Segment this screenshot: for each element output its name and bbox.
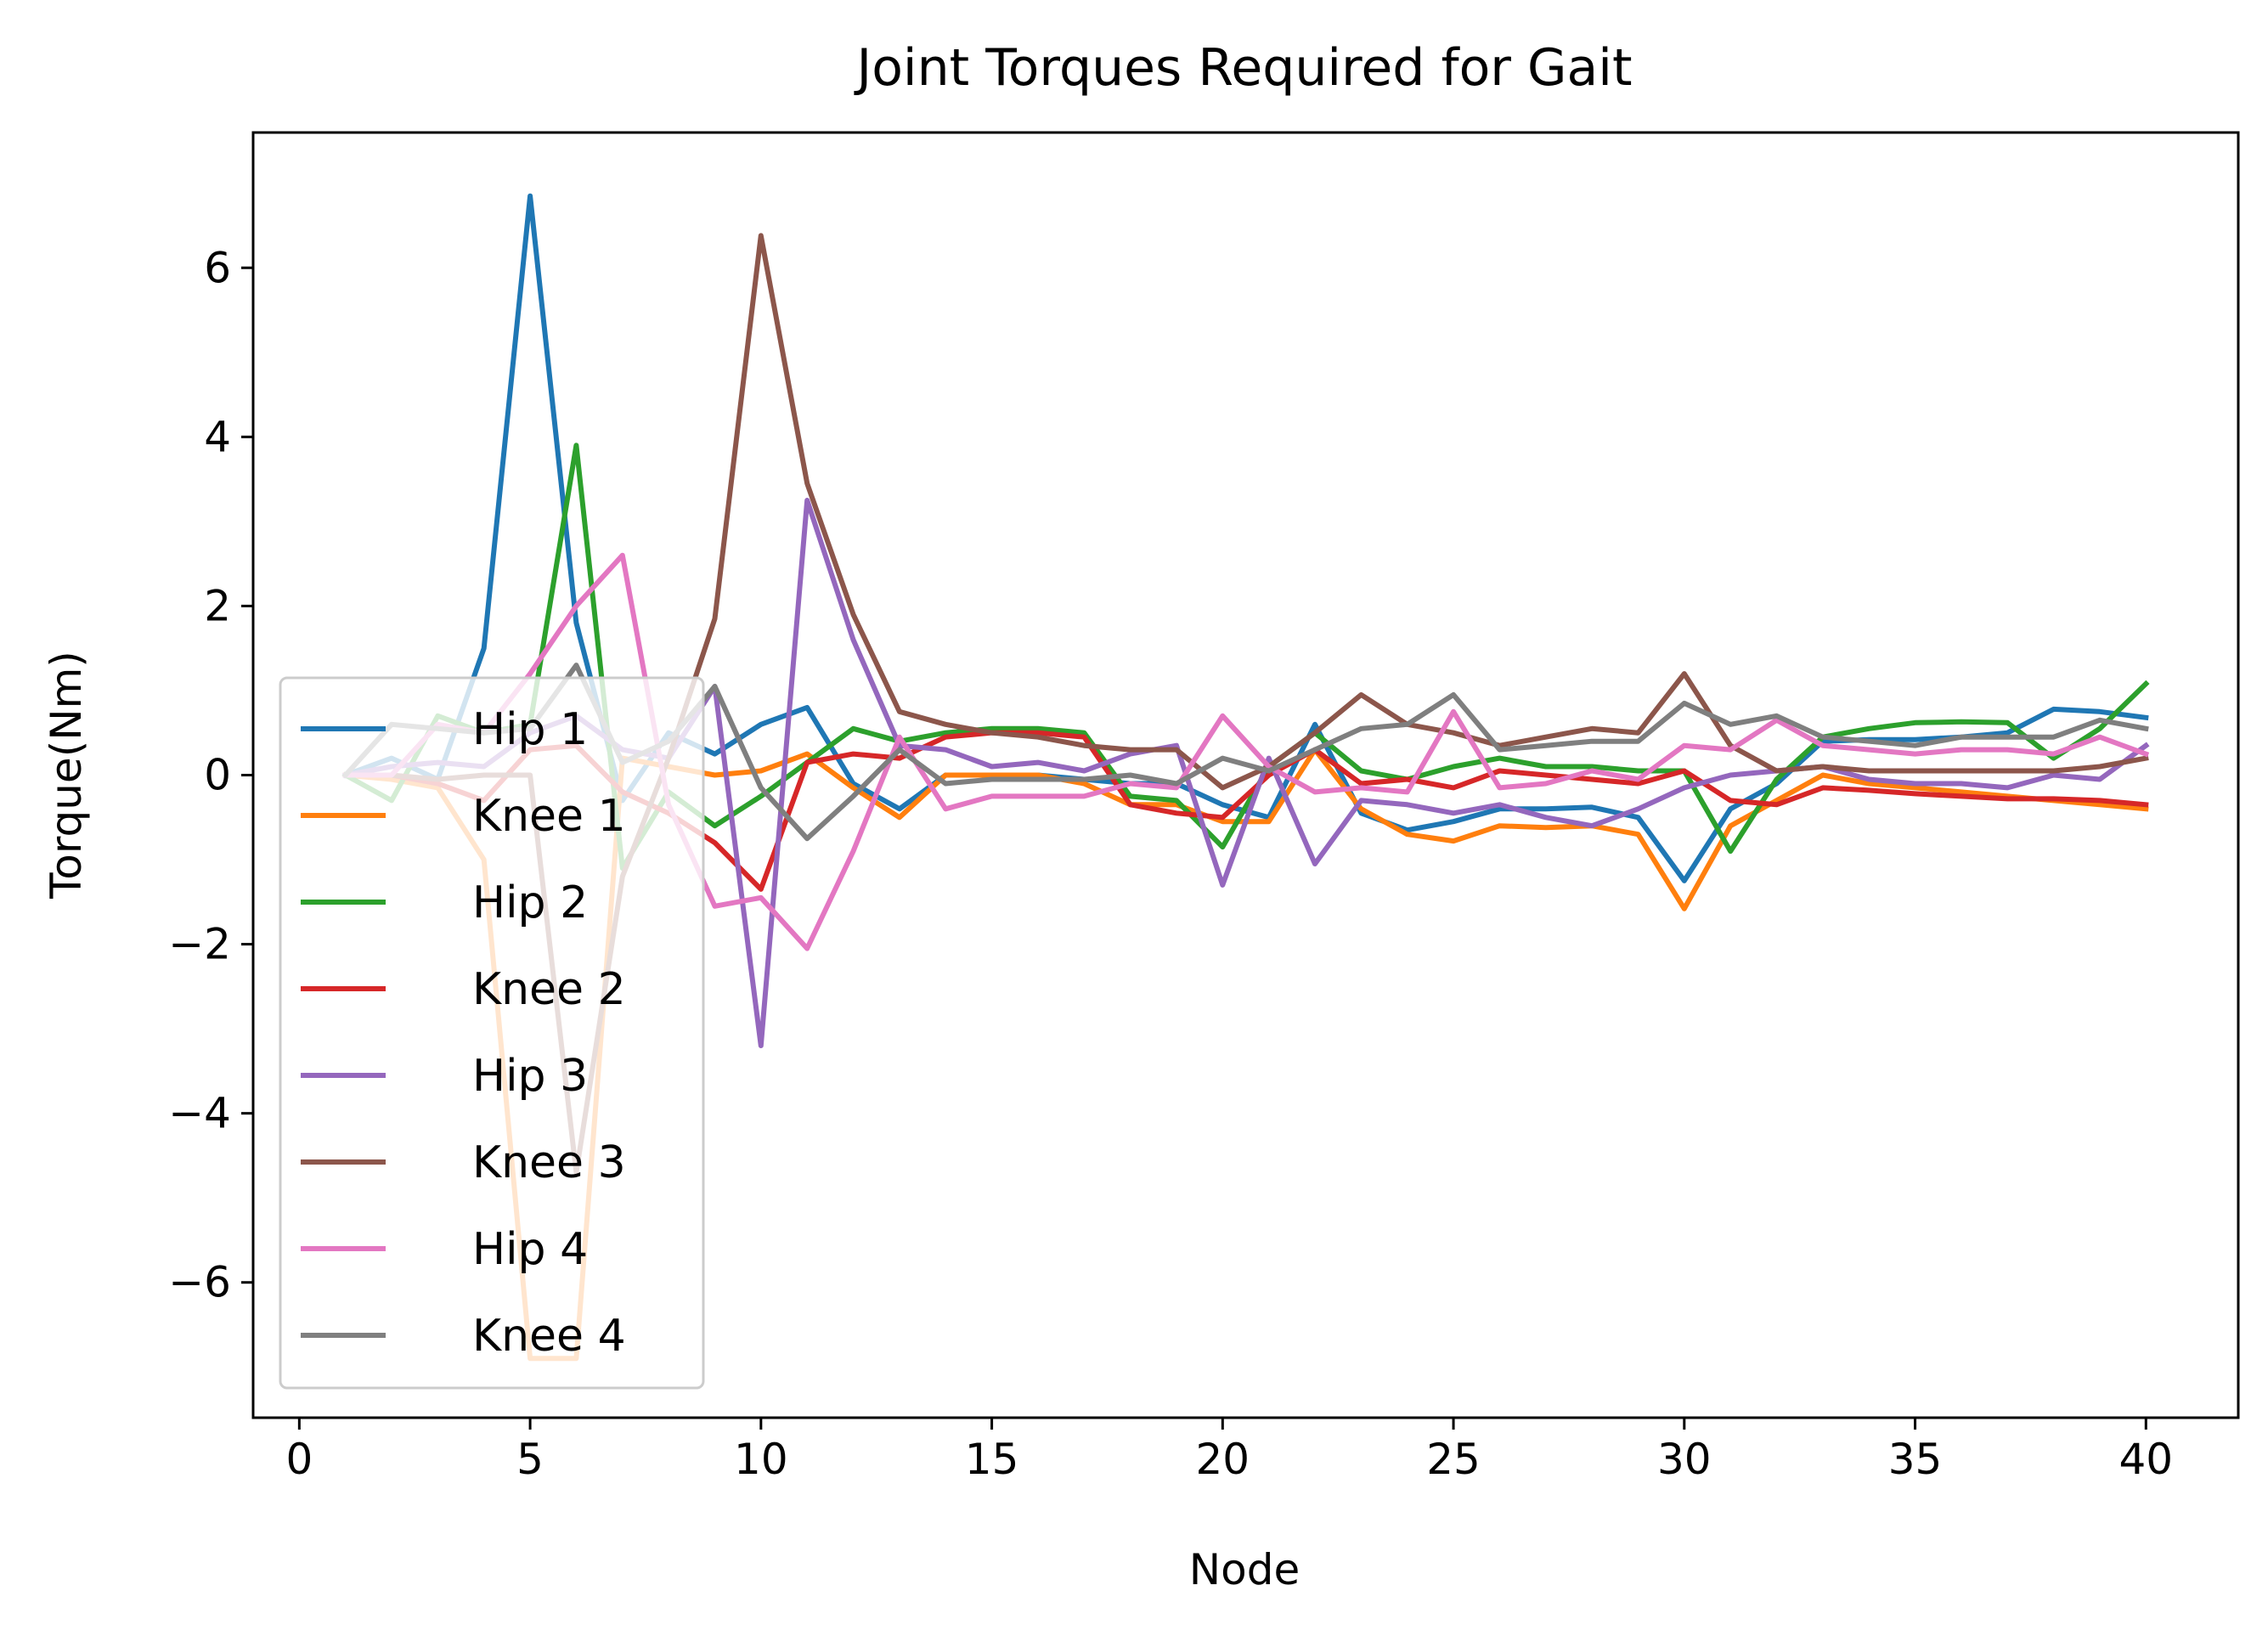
legend-label: Knee 1 [472,791,626,842]
legend-label: Hip 3 [472,1051,588,1102]
legend-label: Hip 1 [472,704,588,755]
x-tick-label: 10 [734,1435,788,1484]
y-tick-label: 0 [204,751,231,800]
legend-label: Knee 4 [472,1311,626,1362]
y-tick-label: 6 [204,243,231,292]
y-axis-label: Torque(Nm) [42,651,91,900]
legend-label: Hip 4 [472,1224,588,1275]
x-axis-label: Node [1189,1545,1300,1594]
legend: Hip 1 Knee 1 Hip 2 Knee 2 Hip 3 Knee 3 Hip 4 Kn… [279,676,705,1390]
y-tick-label: −4 [168,1089,231,1138]
legend-label: Knee 3 [472,1137,626,1188]
chart-title: Joint Torques Required for Gait [854,38,1633,98]
legend-box [279,676,705,1390]
legend-label: Knee 2 [472,964,626,1015]
x-tick-label: 30 [1657,1435,1712,1484]
x-axis: 0 5 10 15 20 25 30 35 40 [285,1418,2173,1484]
y-tick-label: 2 [204,581,231,630]
x-tick-label: 25 [1426,1435,1481,1484]
legend-label: Hip 2 [472,877,588,928]
x-tick-label: 20 [1196,1435,1250,1484]
x-tick-label: 40 [2118,1435,2173,1484]
x-tick-label: 15 [965,1435,1019,1484]
y-tick-label: −2 [168,920,231,969]
x-tick-label: 0 [285,1435,313,1484]
x-tick-label: 35 [1888,1435,1943,1484]
y-axis: −6 −4 −2 0 2 4 6 [168,243,253,1307]
y-tick-label: 4 [204,412,231,461]
y-tick-label: −6 [168,1258,231,1307]
x-tick-label: 5 [516,1435,544,1484]
